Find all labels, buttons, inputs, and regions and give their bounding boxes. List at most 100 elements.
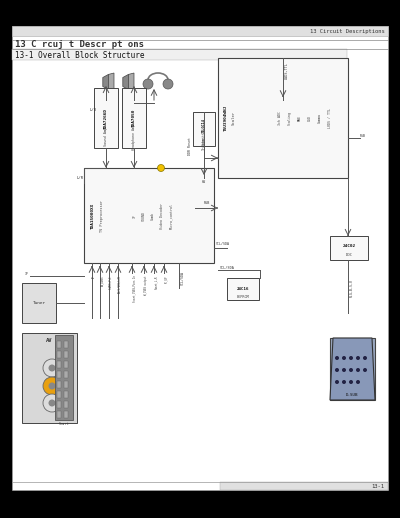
Text: Sound Amp: Sound Amp <box>104 126 108 146</box>
Bar <box>218 58 348 178</box>
Text: Schmitt: Schmitt <box>202 131 206 145</box>
Text: Scaler: Scaler <box>232 111 236 125</box>
Text: 13 C rcuj t Descr pt ons: 13 C rcuj t Descr pt ons <box>15 39 144 49</box>
Bar <box>57 401 61 408</box>
Text: Scaling: Scaling <box>288 111 292 125</box>
Bar <box>57 371 61 378</box>
Bar <box>64 391 68 398</box>
Circle shape <box>43 359 61 377</box>
Bar <box>57 411 61 418</box>
Bar <box>64 411 68 418</box>
Bar <box>12 26 388 36</box>
Circle shape <box>163 79 173 89</box>
Circle shape <box>143 79 153 89</box>
Text: SOUND: SOUND <box>142 211 146 221</box>
Bar <box>22 283 56 323</box>
Circle shape <box>363 356 367 360</box>
Circle shape <box>335 356 339 360</box>
Circle shape <box>48 382 56 390</box>
Text: IF: IF <box>133 214 137 218</box>
Text: TDA7050: TDA7050 <box>132 109 136 127</box>
Bar <box>64 381 68 388</box>
Text: OSD: OSD <box>308 115 312 121</box>
Text: 13-1 Overall Block Structure: 13-1 Overall Block Structure <box>15 50 144 60</box>
Bar <box>227 278 259 300</box>
Text: L/R: L/R <box>77 176 84 180</box>
Bar <box>193 112 215 146</box>
Circle shape <box>335 380 339 384</box>
Text: LVDS,TTL: LVDS,TTL <box>285 62 289 79</box>
Circle shape <box>342 380 346 384</box>
Text: LVDS / TTL: LVDS / TTL <box>328 108 332 128</box>
Bar <box>12 26 388 490</box>
Bar <box>270 60 335 100</box>
Polygon shape <box>108 73 114 91</box>
Text: AV: AV <box>46 338 52 343</box>
Bar <box>84 168 214 263</box>
Text: W_CVBS output: W_CVBS output <box>144 275 148 295</box>
Bar <box>94 88 118 148</box>
Circle shape <box>363 368 367 372</box>
Text: Scart_CVBS,Pins In: Scart_CVBS,Pins In <box>132 275 136 302</box>
Text: HV: HV <box>202 180 206 184</box>
Text: R,G,B,S,V: R,G,B,S,V <box>350 279 354 297</box>
Text: Headphone Amp: Headphone Amp <box>132 124 136 150</box>
Text: EEPROM: EEPROM <box>237 295 249 299</box>
Text: D-SUB: D-SUB <box>346 393 358 397</box>
Text: Tuner: Tuner <box>32 301 46 305</box>
Bar <box>64 361 68 368</box>
Text: AV_DVBS: AV_DVBS <box>100 275 104 285</box>
Text: TDA15000XX: TDA15000XX <box>91 203 95 229</box>
Bar <box>64 341 68 348</box>
Text: PC_UP: PC_UP <box>164 275 168 282</box>
Text: IF: IF <box>92 275 96 278</box>
Bar <box>57 391 61 398</box>
Bar <box>272 62 333 88</box>
Bar <box>57 351 61 358</box>
Circle shape <box>43 394 61 412</box>
Text: TV Preprocessor: TV Preprocessor <box>100 200 104 232</box>
Circle shape <box>43 377 61 395</box>
Bar <box>122 88 146 148</box>
Text: Video Decoder: Video Decoder <box>160 203 164 229</box>
Bar <box>64 351 68 358</box>
Polygon shape <box>103 75 108 90</box>
Text: RGB: RGB <box>360 134 366 138</box>
Text: DDC: DDC <box>346 253 352 257</box>
Circle shape <box>48 365 56 371</box>
Text: RGB: RGB <box>204 201 210 205</box>
Circle shape <box>356 368 360 372</box>
Text: IF: IF <box>25 272 29 276</box>
Circle shape <box>356 380 360 384</box>
Bar <box>55 335 73 420</box>
Text: AV/S-VHS,L/R: AV/S-VHS,L/R <box>118 275 122 293</box>
Text: 24C02: 24C02 <box>342 244 356 248</box>
Bar <box>272 87 333 90</box>
Bar <box>22 333 77 423</box>
Bar <box>57 341 61 348</box>
Text: Gamma: Gamma <box>318 113 322 123</box>
Circle shape <box>349 356 353 360</box>
Circle shape <box>342 368 346 372</box>
Text: SCL/SDA: SCL/SDA <box>220 266 235 270</box>
Circle shape <box>349 368 353 372</box>
Text: S-VHS,Y,C: S-VHS,Y,C <box>109 275 113 289</box>
Text: Micro_control: Micro_control <box>169 203 173 229</box>
Bar <box>220 482 388 490</box>
Circle shape <box>356 356 360 360</box>
Polygon shape <box>330 338 375 400</box>
Bar <box>12 49 347 60</box>
Text: Comb: Comb <box>151 212 155 220</box>
Text: 13 Circuit Descriptions: 13 Circuit Descriptions <box>310 28 385 34</box>
Text: 3ch ADC: 3ch ADC <box>278 111 282 125</box>
Text: 24C16: 24C16 <box>237 287 249 291</box>
Circle shape <box>48 399 56 407</box>
Polygon shape <box>128 73 134 91</box>
Text: Scart_L,R: Scart_L,R <box>154 275 158 289</box>
Text: TSU3904WNJ: TSU3904WNJ <box>224 105 228 131</box>
Text: DDR Reset: DDR Reset <box>188 137 192 155</box>
Text: Scart: Scart <box>59 422 69 426</box>
Circle shape <box>158 165 164 171</box>
Bar <box>330 236 368 260</box>
Circle shape <box>335 368 339 372</box>
